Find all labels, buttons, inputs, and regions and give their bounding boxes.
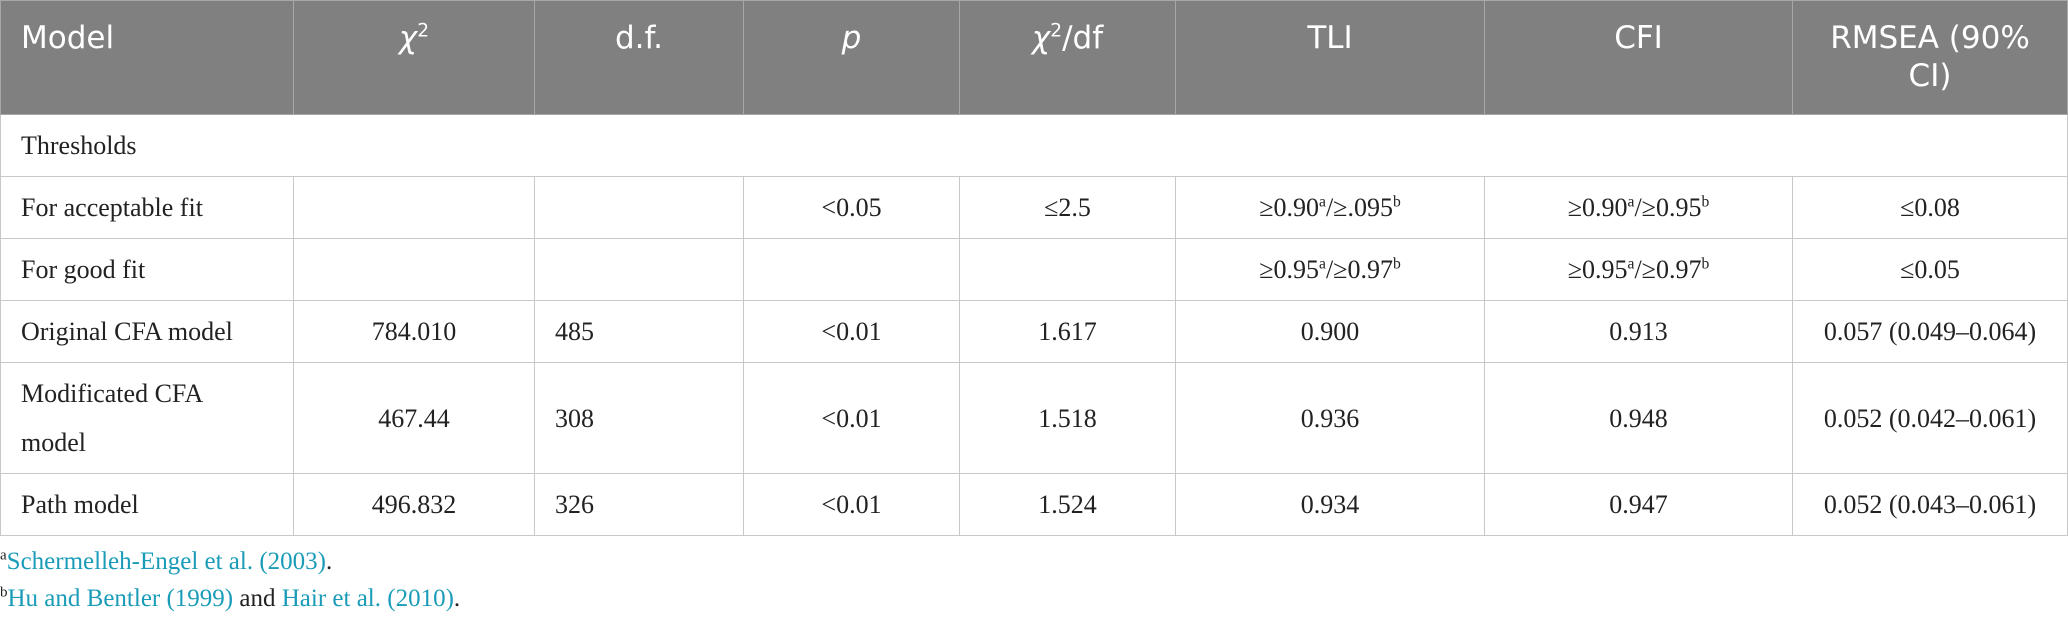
table-cell: 0.947 <box>1484 473 1793 536</box>
table-cell: <0.05 <box>743 176 960 239</box>
table-cell: 1.518 <box>959 362 1176 474</box>
text: ≥0.90 <box>1259 193 1320 222</box>
table-cell: For acceptable fit <box>0 176 294 239</box>
table-cell: 0.900 <box>1175 300 1485 363</box>
superscript: a <box>1627 193 1635 211</box>
table-cell <box>959 238 1176 301</box>
table-cell: 326 <box>534 473 744 536</box>
header-cell: χ2/df <box>959 0 1176 115</box>
table-row: Original CFA model 784.010 485 <0.01 1.617 0.… <box>0 300 2068 363</box>
table-cell: <0.01 <box>743 473 960 536</box>
fit-table: Model χ2 d.f. p χ2/df TLI CFI RMSEA (90% CI) Th… <box>0 0 2068 536</box>
table-row: Thresholds <box>0 114 2068 177</box>
table-cell: 0.934 <box>1175 473 1485 536</box>
table-row: Modificated CFA model 467.44 308 <0.01 1.518… <box>0 362 2068 474</box>
table-cell: 784.010 <box>293 300 535 363</box>
table-cell: 0.052 (0.042–0.061) <box>1792 362 2068 474</box>
table-row: For acceptable fit <0.05 ≤2.5 ≥0.90a/≥.095b… <box>0 176 2068 239</box>
header-cell: χ2 <box>293 0 535 115</box>
header-cell: CFI <box>1484 0 1793 115</box>
table-cell: ≥0.90a/≥0.95b <box>1484 176 1793 239</box>
footnote: bHu and Bentler (1999) and Hair et al. (… <box>0 585 460 613</box>
citation-link[interactable]: Hu and Bentler (1999) <box>7 585 234 612</box>
text: . <box>326 548 333 575</box>
text: /≥0.97 <box>1325 255 1393 284</box>
table-cell: <0.01 <box>743 300 960 363</box>
table-cell: 0.936 <box>1175 362 1485 474</box>
italic-text: χ <box>1031 20 1051 56</box>
superscript: a <box>1627 255 1635 273</box>
superscript: a <box>0 547 7 564</box>
header-cell: Model <box>0 0 294 115</box>
citation-link[interactable]: Schermelleh-Engel et al. (2003) <box>6 548 326 575</box>
header-cell: d.f. <box>534 0 744 115</box>
header-cell: p <box>743 0 960 115</box>
superscript: b <box>1701 255 1710 273</box>
header-cell: TLI <box>1175 0 1485 115</box>
text: /≥.095 <box>1325 193 1393 222</box>
table-row: Path model 496.832 326 <0.01 1.524 0.934 0.947… <box>0 473 2068 536</box>
text: /df <box>1062 20 1104 56</box>
text: ≥0.95 <box>1259 255 1320 284</box>
table-cell: 0.057 (0.049–0.064) <box>1792 300 2068 363</box>
italic-text: χ <box>398 20 418 56</box>
table-cell: <0.01 <box>743 362 960 474</box>
table-cell: 1.617 <box>959 300 1176 363</box>
table-cell: Thresholds <box>0 114 2068 177</box>
table-cell: ≥0.95a/≥0.97b <box>1175 238 1485 301</box>
text: . <box>453 585 461 612</box>
table-cell: 485 <box>534 300 744 363</box>
header-row: Model χ2 d.f. p χ2/df TLI CFI RMSEA (90% CI) <box>0 0 2068 115</box>
table-cell: 0.913 <box>1484 300 1793 363</box>
text: /≥0.95 <box>1634 193 1702 222</box>
table-cell <box>293 238 535 301</box>
table-cell <box>293 176 535 239</box>
superscript: b <box>1392 193 1401 211</box>
citation-link[interactable]: Hair et al. (2010) <box>281 585 454 612</box>
table-cell: 0.948 <box>1484 362 1793 474</box>
table-cell: Modificated CFA model <box>0 362 294 474</box>
superscript: a <box>1319 255 1326 273</box>
table-row: For good fit ≥0.95a/≥0.97b ≥0.95a/≥0.97b ≤0… <box>0 238 2068 301</box>
table-cell: Path model <box>0 473 294 536</box>
superscript: b <box>0 584 8 601</box>
text: and <box>233 585 282 612</box>
superscript: b <box>1392 255 1401 273</box>
superscript: 2 <box>417 20 430 42</box>
table-cell <box>534 176 744 239</box>
superscript: b <box>1701 193 1710 211</box>
text: ≥0.90 <box>1567 193 1628 222</box>
header-cell: RMSEA (90% CI) <box>1792 0 2068 115</box>
table-cell: 467.44 <box>293 362 535 474</box>
italic-text: p <box>841 20 862 56</box>
table-cell: Original CFA model <box>0 300 294 363</box>
table-cell: 496.832 <box>293 473 535 536</box>
footnote: aSchermelleh-Engel et al. (2003). <box>0 548 332 576</box>
superscript: a <box>1319 193 1326 211</box>
table-cell: ≥0.90a/≥.095b <box>1175 176 1485 239</box>
table-cell: 1.524 <box>959 473 1176 536</box>
table-cell <box>534 238 744 301</box>
table-cell: ≤0.05 <box>1792 238 2068 301</box>
text: ≥0.95 <box>1567 255 1628 284</box>
table-cell: For good fit <box>0 238 294 301</box>
table-cell: ≤2.5 <box>959 176 1176 239</box>
table-cell <box>743 238 960 301</box>
superscript: 2 <box>1050 20 1063 42</box>
text: /≥0.97 <box>1634 255 1702 284</box>
table-cell: ≤0.08 <box>1792 176 2068 239</box>
table-cell: 308 <box>534 362 744 474</box>
table-cell: ≥0.95a/≥0.97b <box>1484 238 1793 301</box>
table-cell: 0.052 (0.043–0.061) <box>1792 473 2068 536</box>
